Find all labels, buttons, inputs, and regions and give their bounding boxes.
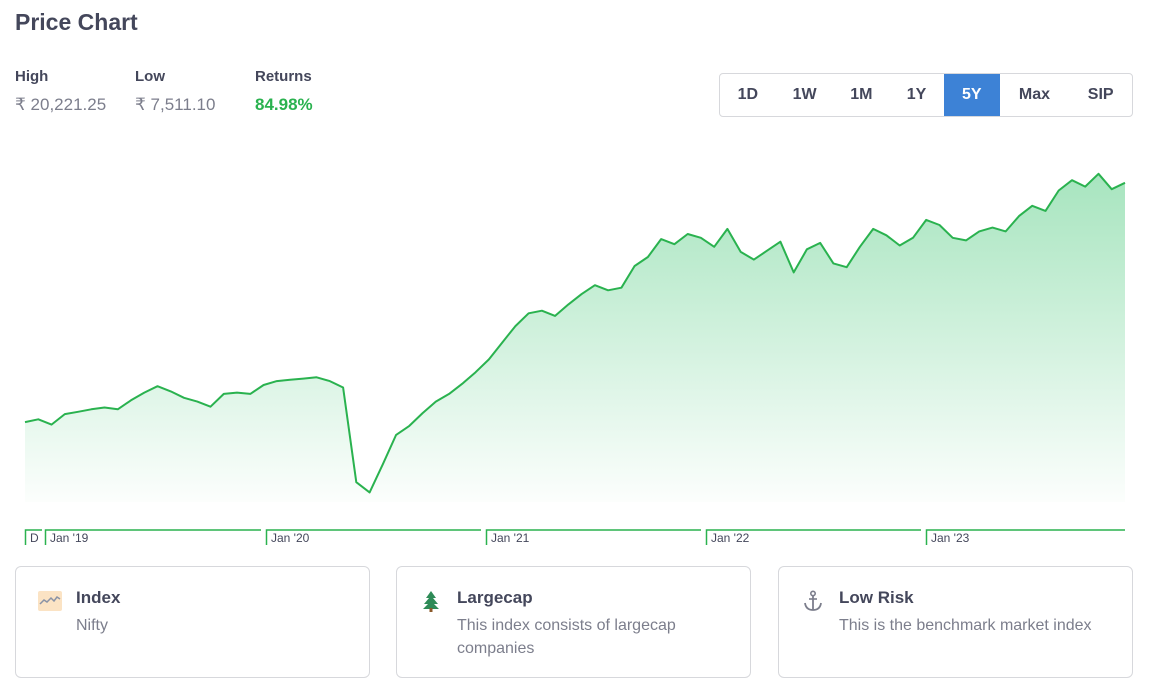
range-button-1w[interactable]: 1W (792, 86, 817, 103)
low-value: ₹ 7,511.10 (135, 95, 216, 114)
x-tick-label: Jan '22 (711, 531, 750, 545)
x-tick-label: Jan '20 (271, 531, 310, 545)
x-tick-bracket (265, 529, 481, 545)
card-title-low-risk: Low Risk (839, 588, 914, 607)
range-button-1y[interactable]: 1Y (906, 86, 927, 103)
x-tick-bracket (485, 529, 701, 545)
returns-value: 84.98% (255, 95, 313, 114)
card-desc-largecap: This index consists of largecap companie… (457, 617, 676, 657)
page-title: Price Chart (15, 9, 138, 35)
low-stat: Low ₹ 7,511.10 (135, 68, 215, 115)
returns-stat: Returns 84.98% (255, 68, 313, 115)
card-desc-low-risk: This is the benchmark market index (839, 617, 1092, 634)
card-title-index: Index (76, 588, 121, 607)
index-card: Index Nifty (15, 566, 370, 678)
tree-icon (419, 589, 443, 613)
low-risk-card: Low Risk This is the benchmark market in… (778, 566, 1133, 678)
high-value: ₹ 20,221.25 (15, 95, 107, 114)
range-button-sip[interactable]: SIP (1087, 86, 1114, 103)
x-tick-bracket (925, 529, 1125, 545)
x-tick-label: D (30, 531, 39, 545)
chart-line-icon (38, 589, 62, 613)
price-area-fill (25, 173, 1125, 503)
card-title-largecap: Largecap (457, 588, 533, 607)
range-button-1d[interactable]: 1D (737, 86, 759, 103)
returns-label: Returns (255, 68, 312, 85)
x-tick-bracket (24, 529, 42, 545)
x-tick-label: Jan '21 (491, 531, 530, 545)
price-chart: D Jan '19 Jan '20 Jan '21 Jan '22 Jan '23 (24, 172, 1126, 545)
x-tick-bracket (44, 529, 261, 545)
range-button-max[interactable]: Max (1018, 86, 1051, 103)
range-button-1m[interactable]: 1M (850, 86, 873, 103)
price-line (24, 172, 1126, 494)
anchor-icon (801, 589, 825, 613)
low-label: Low (135, 68, 165, 85)
card-desc-index: Nifty (76, 617, 108, 634)
largecap-card: Largecap This index consists of largecap… (396, 566, 751, 678)
x-tick-label: Jan '23 (931, 531, 970, 545)
range-button-5y[interactable]: 5Y (943, 74, 1000, 116)
high-label: High (15, 68, 49, 85)
time-range-selector: 1D 1W 1M 1Y 5Y Max SIP (719, 73, 1133, 117)
high-stat: High ₹ 20,221.25 (15, 68, 106, 115)
x-tick-bracket (705, 529, 921, 545)
x-tick-label: Jan '19 (50, 531, 89, 545)
